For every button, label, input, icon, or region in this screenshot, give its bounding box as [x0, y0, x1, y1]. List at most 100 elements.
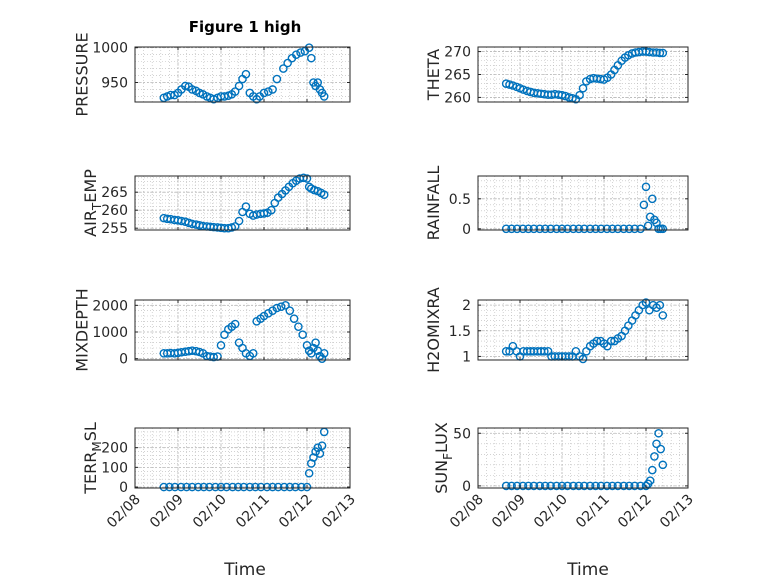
data-point	[289, 314, 299, 323]
data-point	[552, 224, 561, 234]
y-tick-label: 950	[101, 76, 128, 92]
data-point	[624, 481, 634, 491]
y-axis-label-mixdepth: MIXDEPTH	[72, 288, 91, 371]
x-tick-label: 02/13	[319, 492, 359, 532]
data-point	[251, 482, 260, 492]
data-point	[241, 202, 251, 211]
data-point	[234, 216, 244, 226]
data-point	[281, 301, 290, 310]
y-tick-label: 0.5	[449, 192, 471, 208]
data-point	[319, 190, 329, 200]
subplot-h2omixra: 1 1.5 2 H2OMIXRA	[424, 287, 689, 373]
data-point	[578, 354, 588, 364]
y-tick-label: 270	[444, 45, 471, 61]
data-point	[267, 205, 276, 215]
data-point	[272, 74, 282, 84]
data-point	[574, 224, 584, 234]
data-point	[630, 481, 639, 491]
data-point	[596, 481, 606, 491]
data-point	[512, 481, 522, 491]
data-point	[298, 330, 308, 339]
data-point	[283, 58, 292, 68]
data-point	[181, 81, 190, 91]
data-point	[216, 341, 226, 350]
data-point	[304, 43, 314, 52]
data-point	[501, 224, 511, 234]
data-point	[165, 482, 174, 492]
data-point	[546, 224, 555, 234]
y-tick-label: 255	[101, 221, 128, 237]
data-point	[529, 224, 539, 234]
data-point	[658, 311, 668, 320]
data-point	[540, 481, 550, 491]
data-point	[245, 482, 255, 492]
data-point	[276, 302, 286, 311]
y-tick-label: 0	[119, 480, 128, 496]
data-point	[658, 48, 668, 58]
data-point	[658, 460, 668, 470]
data-point	[279, 64, 288, 73]
data-point	[291, 482, 300, 492]
subplot-terr_msl: 02/08 02/09 02/10 02/11 02/12 02/13 0 100 200TER…	[81, 422, 359, 531]
x-tick-label: 02/08	[104, 492, 144, 532]
data-point	[569, 481, 578, 491]
data-point	[591, 481, 600, 491]
data-point	[596, 224, 606, 234]
y-tick-label: 100	[101, 460, 128, 476]
data-point	[540, 224, 550, 234]
data-point	[652, 48, 661, 57]
data-point	[501, 346, 511, 356]
data-point	[176, 482, 186, 492]
data-point	[309, 343, 318, 353]
data-point	[170, 482, 180, 492]
y-tick-label: 265	[444, 68, 471, 84]
data-point	[645, 476, 655, 485]
data-point	[230, 319, 240, 329]
data-point	[297, 482, 306, 492]
data-point	[575, 90, 584, 100]
y-tick-label: 2000	[92, 298, 128, 314]
data-point	[574, 481, 584, 491]
data-point	[613, 224, 623, 234]
data-point	[552, 481, 561, 491]
data-point	[648, 194, 657, 204]
y-tick-label: 1000	[92, 325, 128, 341]
data-point	[557, 481, 567, 491]
data-point	[650, 452, 659, 461]
x-tick-label: 02/12	[615, 492, 655, 532]
data-point	[508, 81, 518, 90]
data-point	[591, 224, 600, 234]
x-axis-label-left: Time	[223, 560, 266, 580]
axis-box	[134, 427, 351, 489]
data-point	[228, 482, 237, 492]
y-tick-label: 260	[101, 203, 128, 219]
data-point	[641, 481, 651, 491]
data-point	[239, 482, 249, 492]
data-point	[529, 481, 539, 491]
data-point	[205, 482, 214, 492]
data-point	[272, 303, 282, 313]
data-point	[317, 354, 327, 363]
y-tick-label: 1.5	[449, 324, 471, 340]
y-tick-label: 265	[101, 185, 128, 201]
data-point	[546, 481, 555, 491]
data-point	[518, 481, 528, 491]
y-tick-label: 260	[444, 90, 471, 106]
data-point	[619, 224, 629, 234]
y-axis-label-theta: THETA	[424, 49, 443, 101]
data-point	[199, 482, 209, 492]
y-tick-label: 0	[119, 352, 128, 368]
data-point	[268, 85, 277, 94]
y-axis-label-air_temp: AIRTEMP	[81, 169, 104, 237]
data-point	[557, 224, 567, 234]
x-tick-label: 02/11	[573, 492, 613, 532]
x-tick-label: 02/11	[233, 492, 273, 532]
data-point	[211, 482, 220, 492]
data-point	[636, 481, 645, 491]
